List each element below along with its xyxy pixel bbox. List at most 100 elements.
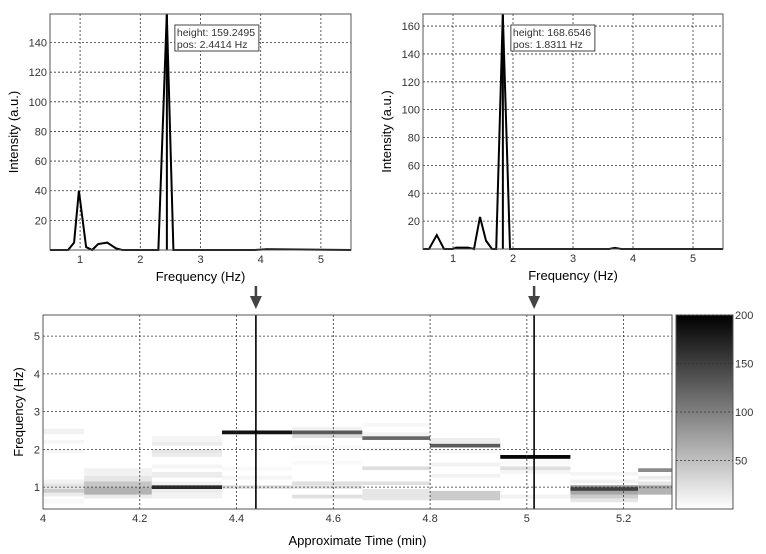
- heatmap-cell: [292, 494, 363, 499]
- heatmap-cell: [430, 462, 501, 467]
- x-tick-label: 5: [318, 254, 324, 266]
- heatmap-cell: [362, 422, 431, 427]
- colorbar-tick-label: 50: [735, 456, 747, 468]
- heatmap-cell: [151, 485, 223, 489]
- heatmap-cell: [500, 494, 571, 499]
- y-axis-label: Frequency (Hz): [11, 367, 26, 457]
- x-tick-label: 4.6: [326, 513, 341, 525]
- y-tick-label: 140: [29, 38, 47, 50]
- peak-position-label: pos: 1.8311 Hz: [513, 39, 583, 51]
- heatmap-cell: [570, 494, 639, 499]
- y-tick-label: 40: [35, 186, 47, 198]
- spectrum-right: [422, 13, 724, 251]
- heatmap-cell: [43, 439, 85, 444]
- heatmap-cell: [43, 449, 85, 454]
- heatmap-cell: [430, 438, 501, 444]
- heatmap-cell: [638, 481, 672, 486]
- heatmap-cell: [84, 475, 152, 482]
- x-tick-label: 5: [524, 513, 530, 525]
- heatmap-cell: [292, 434, 363, 439]
- colorbar-tick-label: 150: [735, 359, 753, 371]
- heatmap-cell: [151, 436, 223, 442]
- y-axis-label: Intensity (a.u.): [6, 91, 21, 173]
- heatmap-cell: [222, 466, 293, 471]
- heatmap-cell: [292, 430, 363, 435]
- y-tick-label: 3: [34, 407, 40, 419]
- heatmap-cell: [500, 455, 571, 459]
- down-arrow-icon: [528, 296, 541, 309]
- x-axis-label: Frequency (Hz): [156, 269, 246, 284]
- peak-height-label: height: 168.6546: [513, 27, 591, 39]
- heatmap-cell: [362, 466, 431, 471]
- heatmap-cell: [362, 488, 431, 501]
- y-tick-label: 20: [35, 215, 47, 227]
- y-tick-label: 20: [408, 216, 420, 228]
- heatmap-cell: [430, 443, 501, 448]
- axes-frame: [422, 13, 724, 250]
- heatmap-cell: [43, 428, 85, 435]
- heatmap-cell: [570, 490, 639, 495]
- heatmap-cell: [638, 488, 672, 495]
- down-arrow-icon: [249, 296, 262, 309]
- heatmap-cell: [43, 483, 85, 489]
- heatmap-cell: [151, 441, 223, 446]
- heatmap-cell: [84, 487, 152, 495]
- heatmap-cell: [430, 449, 501, 454]
- heatmap-cell: [43, 479, 85, 484]
- heatmap-cell: [292, 481, 363, 486]
- heatmap-cell: [638, 468, 672, 473]
- heatmap-cell: [151, 488, 223, 493]
- peak-position-label: pos: 2.4414 Hz: [177, 39, 248, 51]
- heatmap-cell: [151, 481, 223, 486]
- y-tick-label: 120: [29, 67, 47, 79]
- heatmap-cell: [362, 432, 431, 437]
- heatmap-cell: [430, 490, 501, 501]
- heatmap-cell: [151, 472, 223, 478]
- y-tick-label: 80: [408, 133, 420, 145]
- heatmap-cell: [292, 460, 363, 465]
- y-tick-label: 160: [402, 21, 420, 33]
- x-tick-label: 5: [690, 253, 696, 265]
- y-tick-label: 60: [408, 160, 420, 172]
- x-axis-label: Approximate Time (min): [289, 533, 427, 548]
- axes-frame: [49, 13, 352, 251]
- heatmap-cell: [222, 475, 293, 480]
- heatmap-cell: [500, 470, 571, 474]
- x-tick-label: 4.8: [422, 513, 437, 525]
- y-tick-label: 100: [402, 105, 420, 117]
- heatmap-cell: [362, 481, 431, 486]
- heatmap-cell: [500, 460, 571, 465]
- x-axis-label: Frequency (Hz): [528, 268, 618, 283]
- x-tick-label: 2: [137, 254, 143, 266]
- x-tick-label: 4.2: [132, 513, 147, 525]
- x-tick-label: 2: [510, 253, 516, 265]
- y-tick-label: 2: [34, 444, 40, 456]
- x-tick-label: 3: [570, 253, 576, 265]
- heatmap-cell: [638, 475, 672, 480]
- x-tick-label: 4: [40, 513, 46, 525]
- peak-annotation-box: [174, 24, 260, 52]
- x-tick-label: 5.2: [616, 513, 631, 525]
- heatmap-cell: [151, 453, 223, 457]
- axes-frame: [42, 314, 673, 510]
- heatmap-cell: [222, 485, 293, 489]
- peak-annotation-box: [510, 24, 596, 52]
- x-tick-label: 4: [258, 254, 264, 266]
- heatmap-cell: [570, 485, 639, 488]
- heatmap-cell: [222, 430, 293, 435]
- peak-height-label: height: 159.2495: [177, 27, 255, 39]
- heatmap-cell: [84, 409, 152, 412]
- x-tick-label: 4.4: [229, 513, 244, 525]
- heatmap-cell: [43, 488, 85, 493]
- heatmap-cell: [570, 472, 639, 476]
- heatmap-cell: [570, 487, 639, 491]
- heatmap-cell: [84, 481, 152, 488]
- y-axis-label: Intensity (a.u.): [379, 90, 394, 172]
- heatmap-cell: [570, 498, 639, 503]
- y-tick-label: 5: [34, 331, 40, 343]
- y-tick-label: 40: [408, 188, 420, 200]
- heatmap-cell: [292, 445, 363, 450]
- y-tick-label: 100: [29, 97, 47, 109]
- heatmap-cell: [292, 426, 363, 431]
